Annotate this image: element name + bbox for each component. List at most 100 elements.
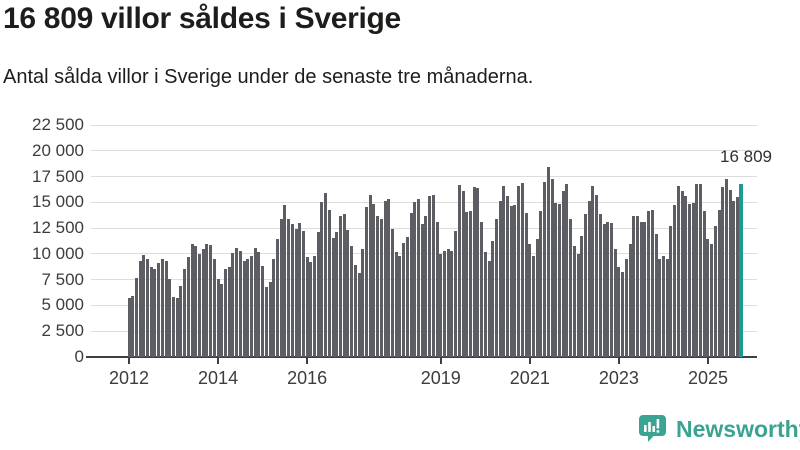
gridline <box>91 124 757 126</box>
bar <box>413 202 417 357</box>
bar <box>442 250 446 357</box>
bar <box>146 258 150 357</box>
bar <box>391 229 395 357</box>
bar <box>635 215 639 357</box>
chart-subtitle: Antal sålda villor i Sverige under de se… <box>3 66 534 88</box>
bar <box>316 232 320 357</box>
bar <box>639 222 643 357</box>
bar <box>268 282 272 357</box>
bar <box>194 245 198 357</box>
bar <box>584 214 587 357</box>
bar <box>517 185 521 357</box>
gridline <box>91 253 757 255</box>
bar <box>409 212 413 357</box>
bar <box>342 213 346 357</box>
bar <box>621 272 625 357</box>
x-axis-tick <box>128 358 130 364</box>
newsworthy-logo-icon <box>639 415 666 442</box>
bar <box>491 241 495 357</box>
bar <box>138 261 142 357</box>
bar <box>301 231 305 357</box>
bar <box>327 209 331 357</box>
bar <box>220 283 224 357</box>
bar <box>561 190 565 357</box>
bar <box>665 259 669 357</box>
bar <box>506 196 510 357</box>
bar <box>209 245 213 357</box>
bar <box>223 268 227 357</box>
bar <box>253 247 257 357</box>
bar <box>617 267 621 357</box>
bar <box>472 186 476 357</box>
bar <box>198 253 202 357</box>
x-axis-tick <box>617 358 620 364</box>
bar <box>658 259 662 357</box>
bar <box>394 251 398 357</box>
bar <box>650 210 654 357</box>
bar <box>272 259 276 357</box>
x-axis-tick <box>706 358 709 364</box>
bar <box>201 249 205 357</box>
bar <box>595 195 599 357</box>
x-axis-year-label: 2023 <box>598 368 639 388</box>
bar <box>313 255 317 357</box>
newsworthy-wordmark: Newsworthy <box>676 416 800 442</box>
bar <box>424 215 428 357</box>
bar <box>164 260 168 357</box>
y-axis-tick-label: 5 000 <box>41 295 84 315</box>
x-axis-year-label: 2014 <box>198 368 239 388</box>
bar <box>249 255 253 357</box>
bar <box>227 267 231 357</box>
bar <box>602 223 606 357</box>
bar <box>606 221 610 357</box>
bar <box>613 249 617 357</box>
bar <box>732 201 736 357</box>
bar <box>598 214 602 357</box>
y-axis-tick-label: 0 <box>74 347 84 366</box>
bar <box>298 222 302 357</box>
bar <box>687 204 691 357</box>
bar <box>383 201 387 357</box>
gridline <box>91 176 757 178</box>
bar <box>550 179 554 357</box>
bar <box>480 222 484 357</box>
page-title: 16 809 villor såldes i Sverige <box>3 2 401 35</box>
x-axis-year-label: 2021 <box>509 368 550 388</box>
bar <box>290 223 294 357</box>
bar <box>457 184 461 357</box>
bar <box>669 226 673 357</box>
bar <box>339 215 343 357</box>
bar <box>680 190 684 357</box>
bar <box>350 245 354 357</box>
bar <box>661 255 665 357</box>
bar <box>149 267 153 357</box>
bar <box>554 203 558 357</box>
bar <box>558 204 562 357</box>
bar <box>235 247 239 357</box>
bar <box>532 255 536 357</box>
y-axis-tick-label: 22 500 <box>32 115 84 134</box>
y-axis-tick-label: 12 500 <box>32 218 84 238</box>
gridline <box>91 227 757 229</box>
bar <box>372 204 376 357</box>
bar <box>379 218 383 357</box>
bar <box>528 244 532 357</box>
bar <box>283 205 287 357</box>
bar <box>654 234 658 357</box>
bar <box>446 249 450 357</box>
x-axis-tick <box>439 358 442 364</box>
bar <box>721 186 725 357</box>
bar <box>294 229 298 357</box>
bar <box>157 263 161 357</box>
bar <box>175 298 179 357</box>
bar <box>335 232 339 357</box>
bar <box>242 260 246 357</box>
bar <box>643 222 647 357</box>
bar <box>420 223 424 357</box>
bar <box>713 226 717 357</box>
bar <box>691 203 695 357</box>
y-axis-tick-label: 15 000 <box>32 192 84 212</box>
bar <box>257 252 261 357</box>
bar <box>498 200 502 357</box>
